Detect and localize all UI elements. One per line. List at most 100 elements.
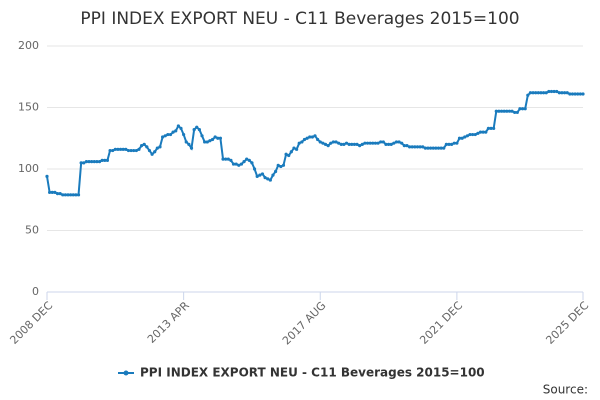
point bbox=[79, 161, 83, 165]
point bbox=[394, 140, 399, 144]
point bbox=[271, 173, 275, 177]
point bbox=[376, 141, 380, 145]
point bbox=[481, 130, 485, 134]
point bbox=[547, 89, 551, 94]
point bbox=[405, 144, 409, 148]
point bbox=[208, 139, 212, 143]
point bbox=[69, 193, 73, 197]
point bbox=[541, 91, 546, 95]
point bbox=[513, 110, 517, 115]
point bbox=[108, 148, 112, 153]
point bbox=[279, 164, 283, 169]
point bbox=[292, 146, 296, 150]
point bbox=[321, 141, 325, 145]
point bbox=[415, 145, 420, 149]
point bbox=[229, 158, 233, 162]
point bbox=[242, 160, 246, 164]
point bbox=[218, 136, 223, 140]
point bbox=[137, 147, 141, 151]
point bbox=[555, 89, 559, 94]
source: Source: bbox=[543, 383, 588, 397]
point bbox=[216, 136, 220, 140]
chart-title: PPI INDEX EXPORT NEU - C11 Beverages 201… bbox=[80, 9, 519, 29]
point bbox=[560, 91, 564, 95]
point bbox=[460, 136, 464, 140]
point bbox=[197, 128, 201, 132]
point bbox=[82, 161, 86, 165]
point bbox=[224, 157, 228, 161]
point bbox=[132, 148, 136, 153]
point bbox=[63, 193, 67, 197]
point bbox=[444, 142, 448, 146]
point bbox=[250, 161, 254, 165]
point bbox=[74, 193, 78, 197]
point bbox=[344, 141, 349, 145]
point bbox=[273, 169, 278, 174]
point bbox=[429, 146, 433, 150]
y-tick-label: 200 bbox=[18, 39, 39, 52]
point bbox=[384, 142, 388, 146]
point bbox=[381, 140, 385, 144]
point bbox=[234, 162, 238, 166]
point bbox=[92, 160, 96, 164]
point bbox=[518, 107, 522, 111]
point bbox=[476, 131, 480, 135]
point bbox=[531, 91, 535, 95]
point bbox=[221, 157, 225, 161]
point bbox=[507, 109, 512, 113]
point bbox=[484, 130, 488, 134]
point bbox=[442, 146, 446, 150]
point bbox=[563, 91, 567, 95]
point bbox=[339, 142, 343, 146]
x-tick-label: 2008 DEC bbox=[7, 299, 55, 347]
point bbox=[492, 126, 496, 131]
point bbox=[287, 153, 291, 158]
point bbox=[297, 141, 301, 145]
point bbox=[489, 126, 493, 131]
point bbox=[158, 145, 162, 149]
point bbox=[539, 91, 543, 95]
point bbox=[570, 92, 575, 96]
point bbox=[397, 140, 401, 144]
point bbox=[187, 142, 191, 146]
point bbox=[337, 141, 341, 145]
point bbox=[195, 125, 199, 129]
point bbox=[323, 142, 328, 146]
y-tick-label: 100 bbox=[18, 162, 39, 175]
point bbox=[239, 162, 244, 166]
point bbox=[431, 146, 435, 150]
point bbox=[305, 136, 309, 140]
x-tick-label: 2021 DEC bbox=[417, 299, 465, 347]
point bbox=[161, 135, 165, 139]
point bbox=[452, 141, 456, 145]
point bbox=[255, 174, 259, 178]
point bbox=[358, 144, 362, 148]
point bbox=[100, 158, 104, 162]
point bbox=[329, 141, 333, 145]
point bbox=[210, 137, 215, 142]
point bbox=[576, 92, 580, 96]
point bbox=[465, 134, 469, 138]
point bbox=[515, 110, 519, 115]
point bbox=[360, 142, 364, 146]
point bbox=[473, 132, 477, 137]
point bbox=[308, 135, 312, 139]
point bbox=[213, 135, 217, 139]
point bbox=[237, 163, 241, 167]
point bbox=[502, 109, 506, 113]
point bbox=[76, 193, 81, 197]
point bbox=[118, 147, 123, 151]
point bbox=[410, 145, 414, 149]
point bbox=[316, 137, 320, 142]
point bbox=[505, 109, 509, 113]
point bbox=[189, 146, 194, 150]
point bbox=[50, 190, 54, 194]
point bbox=[455, 141, 459, 145]
point bbox=[97, 160, 102, 164]
point bbox=[142, 142, 146, 146]
point bbox=[536, 91, 540, 95]
point bbox=[486, 126, 491, 131]
point bbox=[231, 162, 236, 166]
point bbox=[53, 190, 57, 194]
